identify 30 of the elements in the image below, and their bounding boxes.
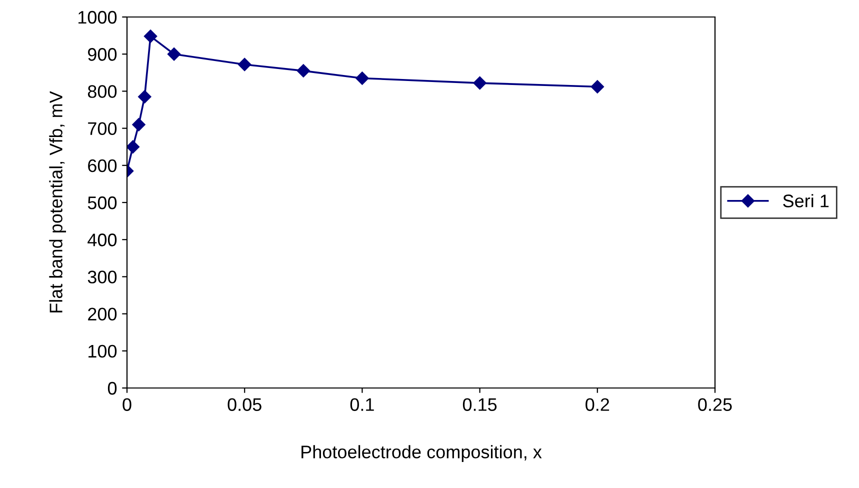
y-tick-label: 800 [88, 85, 117, 98]
point [138, 90, 152, 104]
point [167, 48, 181, 61]
point [473, 76, 486, 90]
y-tick-label: 100 [88, 344, 117, 358]
x-tick-label: 0.15 [462, 398, 497, 411]
x-tick-label: 0.1 [350, 398, 374, 411]
y-tick-label: 0 [108, 382, 117, 395]
point [127, 140, 140, 154]
y-tick-label: 600 [88, 159, 117, 172]
y-tick-label: 1000 [78, 10, 117, 24]
point [132, 118, 146, 132]
y-tick-label: 900 [88, 48, 117, 61]
legend-label: Seri 1 [783, 194, 829, 208]
y-tick-label: 200 [88, 308, 117, 321]
x-tick-label: 0.05 [228, 398, 262, 411]
y-tick-label: 300 [88, 270, 117, 284]
y-tick-label: 500 [88, 196, 117, 210]
y-tick-label: 400 [88, 234, 117, 246]
point [296, 64, 310, 78]
x-axis-title: Photoelectrode composition, x [302, 445, 542, 462]
point [238, 58, 252, 72]
y-tick-label: 700 [88, 122, 117, 136]
point [356, 72, 369, 85]
point [144, 30, 158, 43]
point [590, 80, 604, 94]
y-axis-title: Flat band potential, Vfb, mV [49, 91, 66, 312]
x-tick-label: 0.2 [586, 398, 610, 411]
x-tick-label: 0.25 [698, 398, 732, 411]
x-tick-label: 0 [122, 398, 132, 411]
